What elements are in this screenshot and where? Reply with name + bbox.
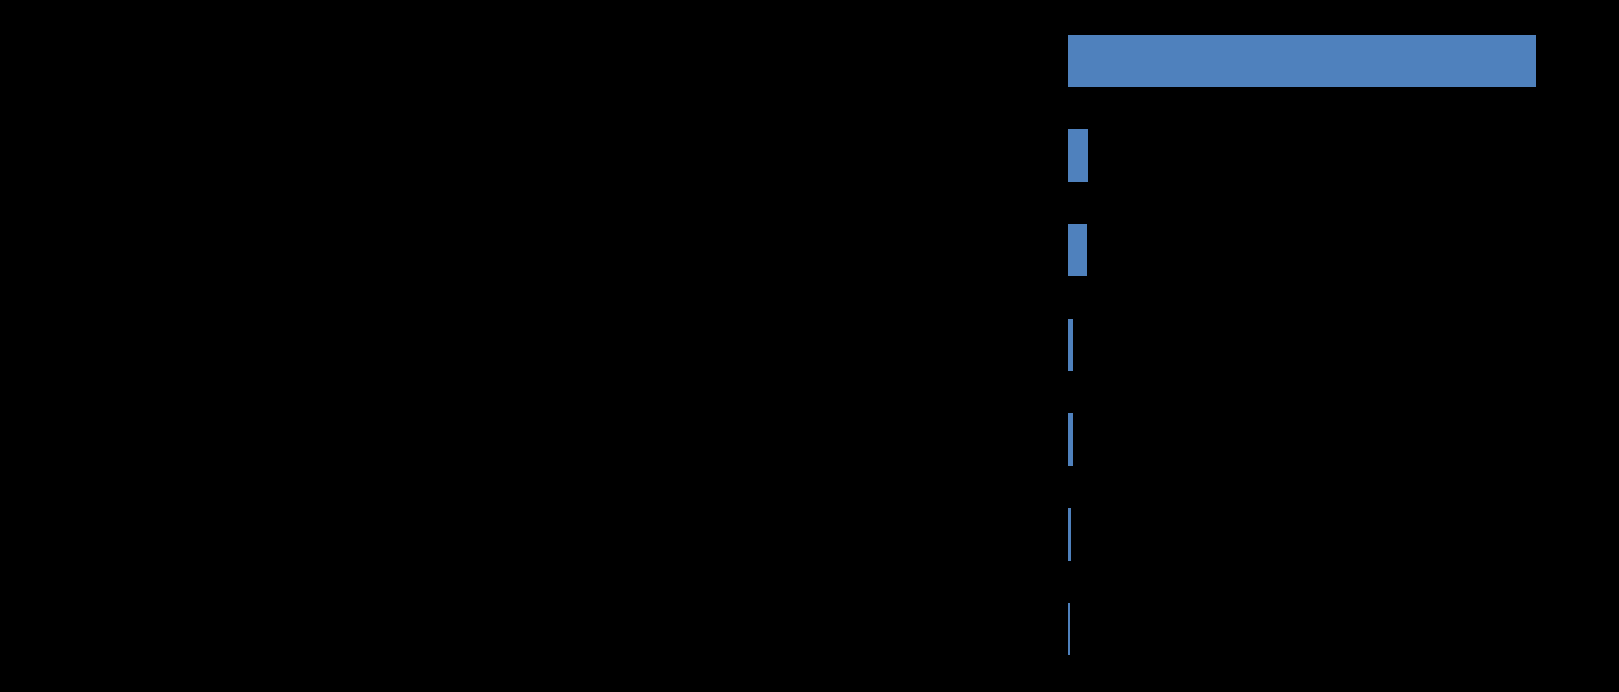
bar-row-6 <box>1068 508 1071 561</box>
bar-row-3 <box>1068 223 1087 277</box>
bar-row-7 <box>1068 602 1070 656</box>
bar-row-4 <box>1068 318 1073 372</box>
bar-row-2 <box>1068 129 1088 182</box>
bar-row-1 <box>1068 34 1536 87</box>
bar-row-5 <box>1068 413 1073 466</box>
